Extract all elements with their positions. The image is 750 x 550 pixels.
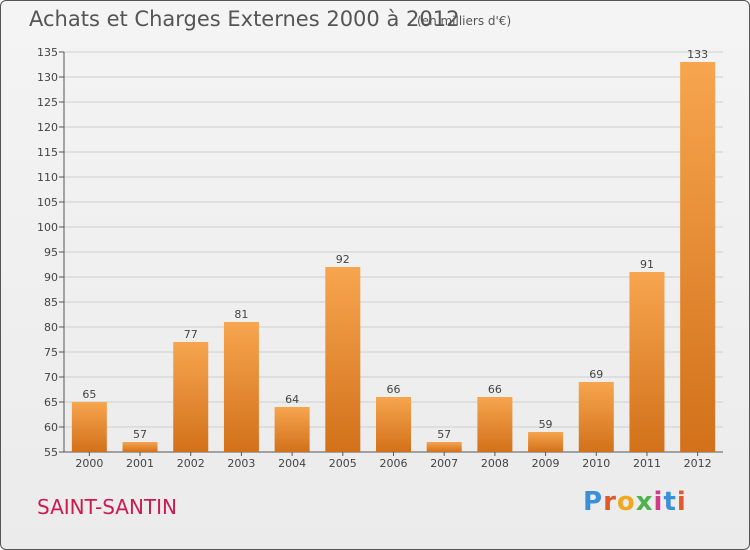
x-tick-label: 2003 bbox=[227, 457, 255, 470]
brand-letter: x bbox=[635, 487, 654, 517]
bar bbox=[426, 442, 462, 452]
y-tick-label: 135 bbox=[37, 46, 58, 59]
chart-unit: (en milliers d'€) bbox=[417, 14, 512, 28]
data-label: 59 bbox=[539, 418, 553, 431]
bar bbox=[71, 402, 107, 452]
x-tick-label: 2010 bbox=[582, 457, 610, 470]
brand-letter: i bbox=[653, 487, 664, 517]
y-tick-label: 130 bbox=[37, 71, 58, 84]
brand-letter: i bbox=[676, 487, 687, 517]
data-label: 57 bbox=[133, 428, 147, 441]
y-tick-label: 55 bbox=[44, 446, 58, 459]
bar bbox=[223, 322, 259, 452]
y-tick-label: 100 bbox=[37, 221, 58, 234]
data-label: 57 bbox=[437, 428, 451, 441]
y-tick-label: 120 bbox=[37, 121, 58, 134]
y-tick-label: 75 bbox=[44, 346, 58, 359]
data-label: 91 bbox=[640, 258, 654, 271]
y-tick-label: 80 bbox=[44, 321, 58, 334]
bar bbox=[122, 442, 158, 452]
x-tick-label: 2002 bbox=[177, 457, 205, 470]
y-tick-label: 105 bbox=[37, 196, 58, 209]
x-tick-label: 2004 bbox=[278, 457, 306, 470]
x-tick-label: 2007 bbox=[430, 457, 458, 470]
y-tick-label: 60 bbox=[44, 421, 58, 434]
y-tick-label: 95 bbox=[44, 246, 58, 259]
bar bbox=[274, 407, 310, 452]
data-label: 92 bbox=[336, 253, 350, 266]
brand-letter: r bbox=[603, 487, 617, 517]
data-label: 133 bbox=[687, 48, 708, 61]
bar bbox=[680, 62, 716, 452]
brand-logo: Proxiti bbox=[583, 487, 687, 517]
bar bbox=[477, 397, 513, 452]
bar bbox=[629, 272, 665, 452]
data-label: 64 bbox=[285, 393, 299, 406]
brand-letter: o bbox=[616, 487, 636, 517]
bar bbox=[528, 432, 564, 452]
brand-letter: P bbox=[583, 487, 604, 517]
x-tick-label: 2000 bbox=[75, 457, 103, 470]
data-label: 66 bbox=[488, 383, 502, 396]
y-tick-label: 125 bbox=[37, 96, 58, 109]
y-tick-label: 115 bbox=[37, 146, 58, 159]
x-tick-label: 2008 bbox=[481, 457, 509, 470]
bar bbox=[325, 267, 361, 452]
data-label: 66 bbox=[387, 383, 401, 396]
bar bbox=[376, 397, 411, 452]
x-tick-label: 2005 bbox=[329, 457, 357, 470]
data-label: 69 bbox=[589, 368, 603, 381]
commune-name: SAINT-SANTIN bbox=[37, 495, 177, 519]
y-tick-label: 85 bbox=[44, 296, 58, 309]
y-tick-label: 65 bbox=[44, 396, 58, 409]
x-tick-label: 2011 bbox=[633, 457, 661, 470]
bar bbox=[578, 382, 614, 452]
brand-letter: t bbox=[663, 487, 677, 517]
bar bbox=[173, 342, 209, 452]
data-label: 77 bbox=[184, 328, 198, 341]
x-tick-label: 2012 bbox=[684, 457, 712, 470]
y-tick-label: 70 bbox=[44, 371, 58, 384]
y-tick-label: 110 bbox=[37, 171, 58, 184]
x-tick-label: 2009 bbox=[532, 457, 560, 470]
chart-title: Achats et Charges Externes 2000 à 2012 bbox=[29, 7, 460, 31]
x-tick-label: 2001 bbox=[126, 457, 154, 470]
data-label: 65 bbox=[82, 388, 96, 401]
x-tick-label: 2006 bbox=[380, 457, 408, 470]
y-tick-label: 90 bbox=[44, 271, 58, 284]
data-label: 81 bbox=[234, 308, 248, 321]
